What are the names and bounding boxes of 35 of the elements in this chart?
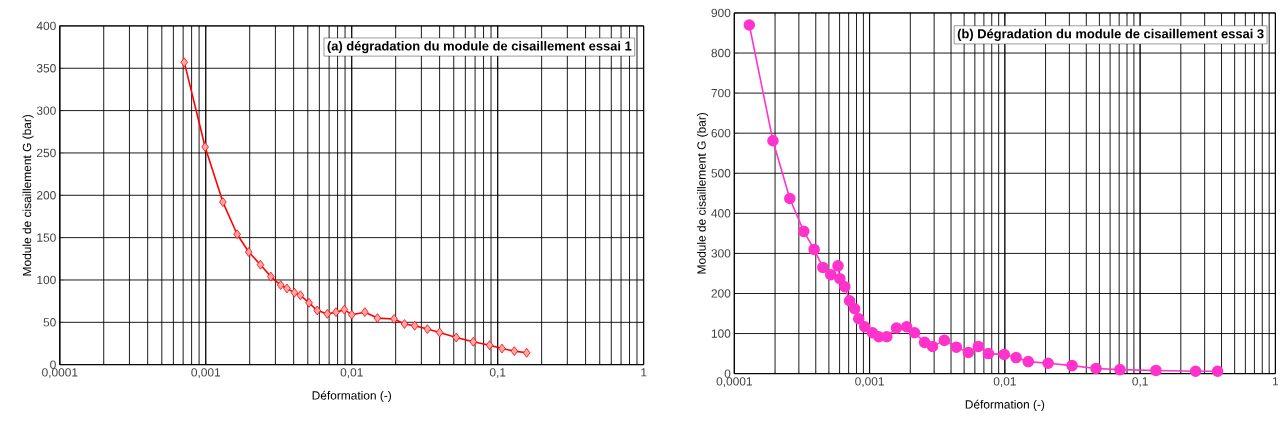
y-tick-label: 0 xyxy=(724,369,731,378)
text: (a) dégradation du module de cisaillement essai 1 xyxy=(327,40,632,53)
x-tick-label: 0,0001 xyxy=(716,376,752,387)
x-tick-label: 0,001 xyxy=(191,367,221,378)
x-tick-label: 1 xyxy=(641,367,647,377)
y-tick-label: 300 xyxy=(711,248,731,258)
y-tick-label: 0 xyxy=(50,360,56,369)
y-tick-label: 350 xyxy=(36,63,56,73)
y-tick-label: 300 xyxy=(36,106,56,115)
y-tick-label: 500 xyxy=(711,168,731,178)
x-tick-label: 0,001 xyxy=(855,376,884,387)
y-axis-title: Module de cisaillement G (bar) xyxy=(22,114,34,276)
x-tick-label: 0,1 xyxy=(489,367,506,378)
x-tick-label: 0,1 xyxy=(1132,376,1148,387)
y-tick-label: 600 xyxy=(711,128,731,138)
x-tick-label: 0,0001 xyxy=(42,367,78,378)
text: (b) Dégradation du module de cisaillement essai 3 xyxy=(957,28,1264,41)
y-tick-label: 200 xyxy=(37,190,56,200)
y-tick-label: 50 xyxy=(43,317,56,327)
y-tick-label: 100 xyxy=(37,275,56,284)
x-tick-label: 0,01 xyxy=(993,376,1016,387)
x-tick-label: 0,01 xyxy=(340,367,363,378)
x-tick-label: 1 xyxy=(1272,376,1279,386)
y-axis-title: Module de cisaillement G (bar) xyxy=(697,112,709,274)
y-tick-label: 400 xyxy=(36,21,56,30)
x-axis-title: Déformation (-) xyxy=(312,390,392,402)
y-tick-label: 400 xyxy=(711,208,731,218)
y-tick-label: 150 xyxy=(37,233,56,242)
y-tick-label: 250 xyxy=(37,148,56,157)
y-tick-label: 100 xyxy=(711,329,731,338)
x-axis-title: Déformation (-) xyxy=(965,399,1045,411)
y-tick-label: 900 xyxy=(711,8,731,17)
y-tick-label: 800 xyxy=(711,48,731,58)
y-tick-label: 200 xyxy=(711,289,731,298)
y-tick-label: 700 xyxy=(711,88,731,98)
